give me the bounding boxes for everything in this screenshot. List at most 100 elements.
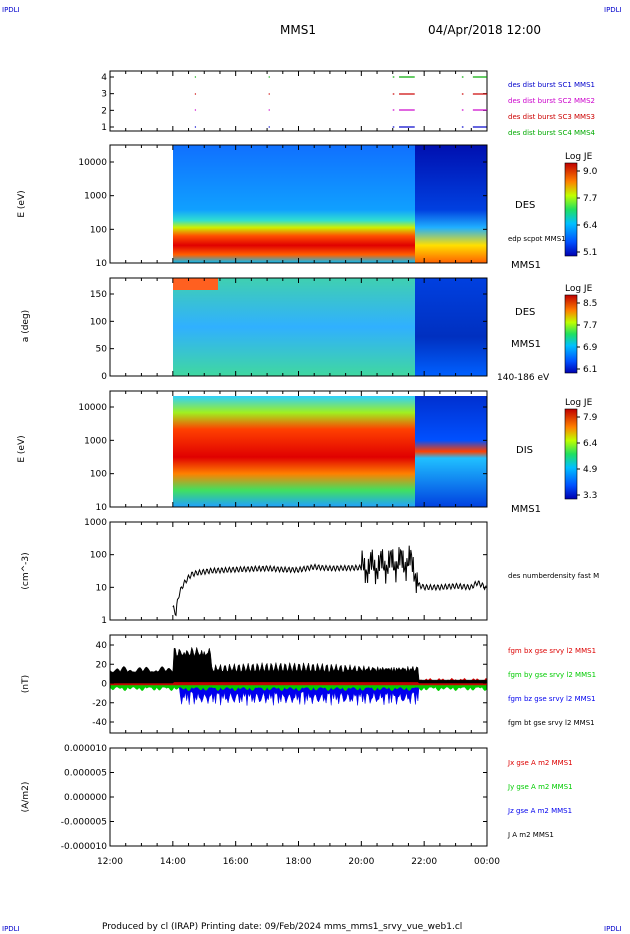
des-pitch-species: DES [515, 307, 535, 318]
density-y-tick-label: 1000 [84, 518, 107, 528]
corner-label-bottom-left: IPDLI [2, 925, 20, 933]
spacecraft-title: MMS1 [280, 23, 316, 37]
des-pitch-colorbar-tick-label: 6.9 [583, 343, 598, 353]
dis-energy-ylabel: E (eV) [17, 435, 27, 462]
des-pitch-spectrogram [173, 278, 415, 376]
density-y-tick-label: 1 [101, 616, 107, 626]
des-pitch-y-tick-label: 150 [90, 290, 107, 300]
des-energy-species: DES [515, 200, 535, 211]
des-energy-y-tick-label: 10000 [78, 158, 107, 168]
des-pitch-panel: a (deg) 150 100 50 0 DES MMS1 140-186 eV Lo… [21, 277, 598, 383]
burst-y-tick-label: 4 [101, 73, 107, 83]
current-legend-entry: Jz gse A m2 MMS1 [507, 807, 572, 815]
des-pitch-y-tick-label: 0 [101, 372, 107, 382]
des-pitch-empty [110, 278, 173, 376]
des-energy-colorbar-tick-label: 7.7 [583, 194, 597, 204]
dis-energy-y-tick-label: 10 [96, 503, 108, 513]
x-tick-label: 18:00 [286, 857, 312, 867]
des-pitch-spectrogram-early [173, 278, 218, 290]
des-energy-colorbar-title: Log JE [565, 152, 593, 162]
current-y-tick-label: 0.000005 [64, 769, 107, 779]
density-legend: des numberdensity fast M [508, 572, 599, 580]
bfield-legend-entry: fgm bt gse srvy l2 MMS1 [508, 719, 595, 727]
bfield-y-tick-label: -40 [92, 718, 107, 728]
dis-energy-species: DIS [516, 445, 533, 456]
des-pitch-sc: MMS1 [511, 339, 541, 350]
dis-energy-colorbar-tick-label: 4.9 [583, 465, 598, 475]
x-tick-label: 00:00 [474, 857, 500, 867]
corner-label-top-right: IPDLI [604, 6, 622, 14]
density-series-line [172, 545, 487, 617]
bfield-legend-entry: fgm by gse srvy l2 MMS1 [508, 671, 596, 679]
burst-y-tick-label: 2 [101, 106, 107, 116]
dis-energy-spectrogram [173, 396, 415, 507]
des-energy-y-tick-label: 10 [96, 259, 108, 269]
datetime-title: 04/Apr/2018 12:00 [428, 23, 541, 37]
des-pitch-y-tick-label: 50 [96, 345, 108, 355]
bfield-bt-trace [109, 646, 488, 684]
dis-energy-empty [110, 391, 173, 507]
dis-energy-panel: E (eV) 10000 1000 100 10 DIS MMS1 Log JE 7.9… [17, 390, 598, 515]
dis-energy-colorbar-tick-label: 7.9 [583, 413, 598, 423]
des-pitch-colorbar [564, 294, 578, 374]
bfield-y-tick-label: 40 [96, 641, 108, 651]
dis-energy-colorbar-tick-label: 3.3 [583, 491, 597, 501]
dis-energy-colorbar [564, 408, 578, 500]
burst-panel: 4 3 2 1 des dist burst SC1 MMS1 des dist bur… [101, 70, 596, 137]
bfield-y-tick-label: -20 [92, 699, 107, 709]
des-energy-spectrogram-late [415, 145, 487, 263]
des-pitch-colorbar-tick-label: 6.1 [583, 365, 597, 375]
current-panel: (A/m2) 0.000010 0.000005 0.000000 -0.000005… [21, 683, 573, 852]
dis-energy-sc: MMS1 [511, 504, 541, 515]
des-pitch-colorbar-tick-label: 8.5 [583, 299, 597, 309]
current-y-tick-label: 0.000010 [64, 744, 107, 754]
current-legend-entry: Jx gse A m2 MMS1 [507, 759, 573, 767]
x-tick-label: 14:00 [160, 857, 186, 867]
x-tick-label: 22:00 [411, 857, 437, 867]
des-pitch-ylabel: a (deg) [21, 310, 31, 342]
des-energy-sc: MMS1 [511, 260, 541, 271]
current-ylabel: (A/m2) [21, 782, 31, 813]
des-pitch-colorbar-tick-label: 7.7 [583, 321, 597, 331]
current-y-tick-label: -0.000005 [61, 818, 107, 828]
current-legend-entry: J A m2 MMS1 [507, 831, 554, 839]
des-energy-ylabel: E (eV) [17, 190, 27, 217]
des-pitch-y-tick-label: 100 [90, 317, 107, 327]
dis-energy-colorbar-tick-label: 6.4 [583, 439, 598, 449]
bfield-legend-entry: fgm bz gse srvy l2 MMS1 [508, 695, 596, 703]
dis-energy-y-tick-label: 10000 [78, 403, 107, 413]
des-energy-empty [110, 145, 173, 263]
dis-energy-y-tick-label: 100 [90, 470, 107, 480]
footer-text: Produced by cl (IRAP) Printing date: 09/… [102, 922, 462, 932]
current-y-tick-label: -0.000010 [61, 842, 107, 852]
des-energy-colorbar-tick-label: 5.1 [583, 248, 597, 258]
burst-legend-entry: des dist burst SC2 MMS2 [508, 97, 595, 105]
burst-legend-entry: des dist burst SC1 MMS1 [508, 81, 595, 89]
bfield-ylabel: (nT) [21, 675, 31, 693]
density-panel: (cm^-3) 1000 100 10 1 des numberdensity fas… [21, 518, 599, 626]
dis-energy-y-tick-label: 1000 [84, 436, 107, 446]
des-pitch-colorbar-title: Log JE [565, 284, 593, 294]
density-y-tick-label: 10 [96, 583, 108, 593]
dis-energy-colorbar-title: Log JE [565, 398, 593, 408]
burst-legend-entry: des dist burst SC3 MMS3 [508, 113, 595, 121]
current-legend-entry: Jy gse A m2 MMS1 [507, 783, 573, 791]
burst-y-tick-label: 1 [101, 123, 107, 133]
current-panel-frame [109, 747, 488, 847]
dis-energy-spectrogram-late [415, 396, 487, 507]
density-y-tick-label: 100 [90, 551, 107, 561]
des-pitch-energy: 140-186 eV [497, 373, 550, 383]
density-ylabel: (cm^-3) [21, 552, 31, 589]
des-energy-colorbar-tick-label: 9.0 [583, 167, 598, 177]
des-energy-spectrogram [173, 145, 415, 263]
des-energy-colorbar-tick-label: 6.4 [583, 221, 598, 231]
bfield-legend-entry: fgm bx gse srvy l2 MMS1 [508, 647, 596, 655]
x-tick-label: 12:00 [97, 857, 123, 867]
bfield-y-tick-label: 0 [101, 680, 107, 690]
bfield-y-tick-label: 20 [96, 660, 108, 670]
burst-legend-entry: des dist burst SC4 MMS4 [508, 129, 596, 137]
x-tick-label: 16:00 [223, 857, 249, 867]
corner-label-bottom-right: IPDLI [604, 925, 622, 933]
bfield-panel: (nT) 40 20 0 -20 -40 fgm bx gse srvy l2 MMS1… [21, 634, 596, 734]
